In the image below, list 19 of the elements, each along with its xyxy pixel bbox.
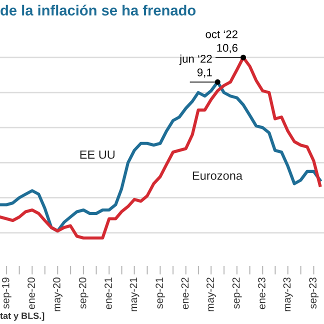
x-tick-label: sep-22 <box>232 278 242 309</box>
x-tick-label: sep-20 <box>78 278 88 309</box>
x-tick-label: may-23 <box>283 278 293 312</box>
annotation: jun ‘22 9,1 <box>179 54 212 78</box>
x-tick-label: ene-23 <box>258 278 266 310</box>
text: tat y BLS.] <box>0 312 44 321</box>
x-tick-label: sep-23 <box>309 278 319 309</box>
x-tick-label: may-22 <box>206 278 216 312</box>
text: Eurozona <box>192 172 242 180</box>
annotation: oct ‘22 10,6 <box>206 30 238 54</box>
series-label: EE UU <box>80 150 115 159</box>
x-tick-label: ene-21 <box>104 278 112 310</box>
x-tick-label: ene-20 <box>28 278 35 310</box>
x-tick-label: sep-19 <box>2 278 12 309</box>
x-tick-label: may-21 <box>130 278 140 312</box>
x-tick-label: may-20 <box>53 278 62 312</box>
x-tick-label: ene-22 <box>181 278 189 310</box>
chart-title: de la inflación se ha frenado <box>0 4 196 16</box>
x-tick-label: sep-21 <box>156 278 166 309</box>
